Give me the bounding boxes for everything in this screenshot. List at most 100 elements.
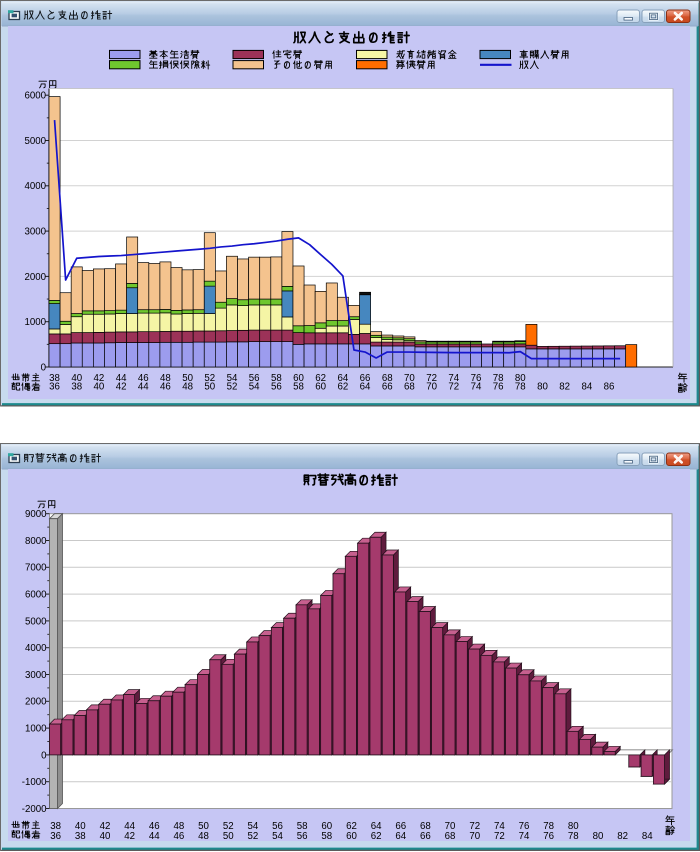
- svg-text:50: 50: [198, 821, 209, 832]
- svg-text:46: 46: [138, 373, 149, 384]
- svg-text:36: 36: [49, 382, 60, 393]
- svg-text:58: 58: [271, 373, 282, 384]
- svg-text:64: 64: [337, 373, 348, 384]
- svg-text:78: 78: [493, 373, 504, 384]
- svg-text:60: 60: [321, 821, 332, 832]
- svg-text:86: 86: [604, 382, 615, 393]
- svg-text:50: 50: [182, 373, 193, 384]
- svg-text:60: 60: [315, 382, 326, 393]
- svg-text:58: 58: [293, 382, 304, 393]
- svg-text:66: 66: [420, 831, 431, 842]
- svg-text:0: 0: [41, 750, 47, 761]
- svg-text:44: 44: [138, 382, 149, 393]
- svg-text:68: 68: [382, 373, 393, 384]
- svg-text:76: 76: [471, 373, 482, 384]
- svg-text:78: 78: [515, 382, 526, 393]
- svg-text:52: 52: [204, 373, 215, 384]
- svg-text:1000: 1000: [24, 317, 46, 328]
- svg-text:64: 64: [395, 831, 406, 842]
- svg-text:42: 42: [116, 382, 127, 393]
- svg-text:74: 74: [448, 373, 459, 384]
- svg-text:80: 80: [568, 821, 579, 832]
- svg-text:54: 54: [247, 821, 258, 832]
- svg-text:40: 40: [71, 373, 82, 384]
- svg-text:46: 46: [174, 831, 185, 842]
- svg-text:68: 68: [445, 831, 456, 842]
- svg-text:48: 48: [182, 382, 193, 393]
- svg-text:56: 56: [271, 382, 282, 393]
- svg-text:42: 42: [94, 373, 105, 384]
- svg-text:6000: 6000: [25, 590, 47, 601]
- svg-text:38: 38: [71, 382, 82, 393]
- svg-text:48: 48: [160, 373, 171, 384]
- svg-text:66: 66: [360, 373, 371, 384]
- svg-text:82: 82: [617, 831, 628, 842]
- svg-text:7000: 7000: [25, 563, 47, 574]
- svg-text:-1000: -1000: [22, 777, 47, 788]
- svg-text:80: 80: [593, 831, 604, 842]
- svg-text:70: 70: [469, 831, 480, 842]
- svg-text:62: 62: [371, 831, 382, 842]
- svg-text:54: 54: [249, 382, 260, 393]
- svg-text:5000: 5000: [25, 616, 47, 627]
- svg-text:44: 44: [116, 373, 127, 384]
- svg-text:6000: 6000: [24, 91, 46, 102]
- svg-text:38: 38: [75, 831, 86, 842]
- svg-text:58: 58: [297, 821, 308, 832]
- svg-text:72: 72: [494, 831, 505, 842]
- svg-text:60: 60: [346, 831, 357, 842]
- svg-text:72: 72: [426, 373, 437, 384]
- svg-text:9000: 9000: [25, 509, 47, 520]
- svg-text:64: 64: [360, 382, 371, 393]
- svg-text:58: 58: [321, 831, 332, 842]
- svg-text:64: 64: [371, 821, 382, 832]
- svg-text:50: 50: [223, 831, 234, 842]
- svg-text:40: 40: [94, 382, 105, 393]
- svg-text:48: 48: [198, 831, 209, 842]
- svg-text:42: 42: [100, 821, 111, 832]
- svg-text:2000: 2000: [24, 272, 46, 283]
- svg-text:48: 48: [174, 821, 185, 832]
- svg-text:74: 74: [471, 382, 482, 393]
- svg-text:56: 56: [297, 831, 308, 842]
- svg-text:76: 76: [543, 831, 554, 842]
- svg-text:70: 70: [426, 382, 437, 393]
- svg-text:0: 0: [41, 362, 47, 373]
- svg-text:60: 60: [293, 373, 304, 384]
- svg-text:44: 44: [149, 831, 160, 842]
- svg-text:72: 72: [469, 821, 480, 832]
- svg-text:84: 84: [642, 831, 653, 842]
- svg-text:70: 70: [404, 373, 415, 384]
- svg-text:2000: 2000: [25, 697, 47, 708]
- svg-text:52: 52: [223, 821, 234, 832]
- svg-text:40: 40: [75, 821, 86, 832]
- svg-text:62: 62: [346, 821, 357, 832]
- svg-text:78: 78: [543, 821, 554, 832]
- svg-text:40: 40: [100, 831, 111, 842]
- svg-text:78: 78: [568, 831, 579, 842]
- svg-text:44: 44: [124, 821, 135, 832]
- svg-text:8000: 8000: [25, 536, 47, 547]
- svg-text:4000: 4000: [24, 181, 46, 192]
- svg-text:38: 38: [50, 821, 61, 832]
- svg-text:76: 76: [493, 382, 504, 393]
- svg-text:1000: 1000: [25, 724, 47, 735]
- svg-text:80: 80: [515, 373, 526, 384]
- svg-text:52: 52: [247, 831, 258, 842]
- svg-text:54: 54: [272, 831, 283, 842]
- svg-text:42: 42: [124, 831, 135, 842]
- svg-text:54: 54: [227, 373, 238, 384]
- svg-text:72: 72: [448, 382, 459, 393]
- svg-text:66: 66: [382, 382, 393, 393]
- svg-text:62: 62: [315, 373, 326, 384]
- svg-text:80: 80: [537, 382, 548, 393]
- svg-text:62: 62: [337, 382, 348, 393]
- svg-text:66: 66: [395, 821, 406, 832]
- svg-text:84: 84: [581, 382, 592, 393]
- svg-text:46: 46: [160, 382, 171, 393]
- svg-text:50: 50: [204, 382, 215, 393]
- svg-text:5000: 5000: [24, 136, 46, 147]
- svg-text:38: 38: [49, 373, 60, 384]
- svg-text:56: 56: [249, 373, 260, 384]
- svg-text:74: 74: [519, 831, 530, 842]
